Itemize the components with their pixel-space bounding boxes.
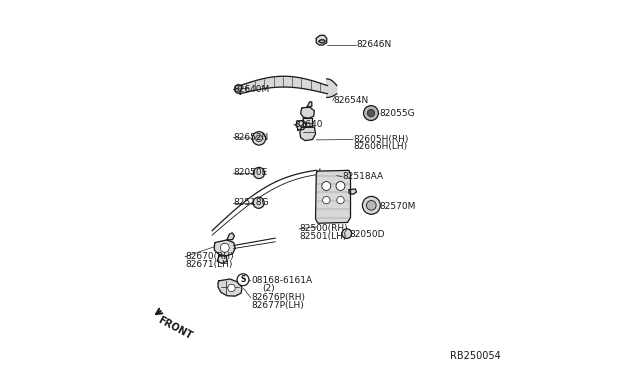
Circle shape (253, 167, 264, 179)
Circle shape (322, 182, 331, 190)
Circle shape (237, 274, 249, 286)
Circle shape (220, 243, 229, 252)
Circle shape (342, 229, 351, 238)
Polygon shape (303, 118, 312, 127)
Circle shape (362, 196, 380, 214)
Text: 82677P(LH): 82677P(LH) (251, 301, 304, 310)
Circle shape (364, 106, 378, 121)
Polygon shape (227, 233, 234, 240)
Polygon shape (307, 102, 312, 107)
Text: (2): (2) (262, 284, 275, 293)
Polygon shape (218, 279, 242, 296)
Circle shape (367, 109, 374, 117)
Text: 08168-6161A: 08168-6161A (251, 276, 312, 285)
Text: 82050D: 82050D (349, 230, 385, 239)
Circle shape (228, 284, 235, 292)
Polygon shape (319, 40, 325, 43)
Polygon shape (316, 170, 351, 223)
Polygon shape (349, 189, 356, 194)
Polygon shape (316, 35, 326, 45)
Text: 82646N: 82646N (356, 40, 392, 49)
Circle shape (336, 182, 345, 190)
Polygon shape (301, 107, 314, 118)
Text: 82501(LH): 82501(LH) (300, 232, 347, 241)
Text: 82676P(RH): 82676P(RH) (251, 293, 305, 302)
Circle shape (367, 201, 376, 210)
Polygon shape (214, 240, 235, 256)
Circle shape (337, 196, 344, 204)
Text: 82640M: 82640M (234, 85, 270, 94)
Text: 82606H(LH): 82606H(LH) (353, 142, 408, 151)
Circle shape (253, 197, 264, 208)
Polygon shape (326, 79, 337, 97)
Text: 82518G: 82518G (234, 198, 269, 207)
Text: S: S (240, 275, 246, 284)
Text: RB250054: RB250054 (450, 351, 500, 361)
Text: 82652N: 82652N (234, 133, 269, 142)
Polygon shape (296, 121, 306, 130)
Text: 82640: 82640 (294, 120, 323, 129)
Circle shape (255, 135, 262, 142)
Text: 82570M: 82570M (380, 202, 416, 211)
Text: 82055G: 82055G (380, 109, 415, 118)
Text: 82654N: 82654N (333, 96, 368, 105)
Polygon shape (218, 256, 227, 263)
Text: 82605H(RH): 82605H(RH) (353, 135, 409, 144)
Text: FRONT: FRONT (156, 315, 194, 341)
Circle shape (252, 132, 266, 145)
Text: 82518AA: 82518AA (342, 172, 383, 181)
Polygon shape (240, 76, 328, 94)
Polygon shape (300, 127, 316, 141)
Text: 82670(RH): 82670(RH) (186, 252, 234, 261)
Text: 82500(RH): 82500(RH) (300, 224, 348, 233)
Circle shape (323, 196, 330, 204)
Text: 82050E: 82050E (234, 169, 268, 177)
Polygon shape (234, 84, 242, 94)
Text: 82671(LH): 82671(LH) (186, 260, 233, 269)
